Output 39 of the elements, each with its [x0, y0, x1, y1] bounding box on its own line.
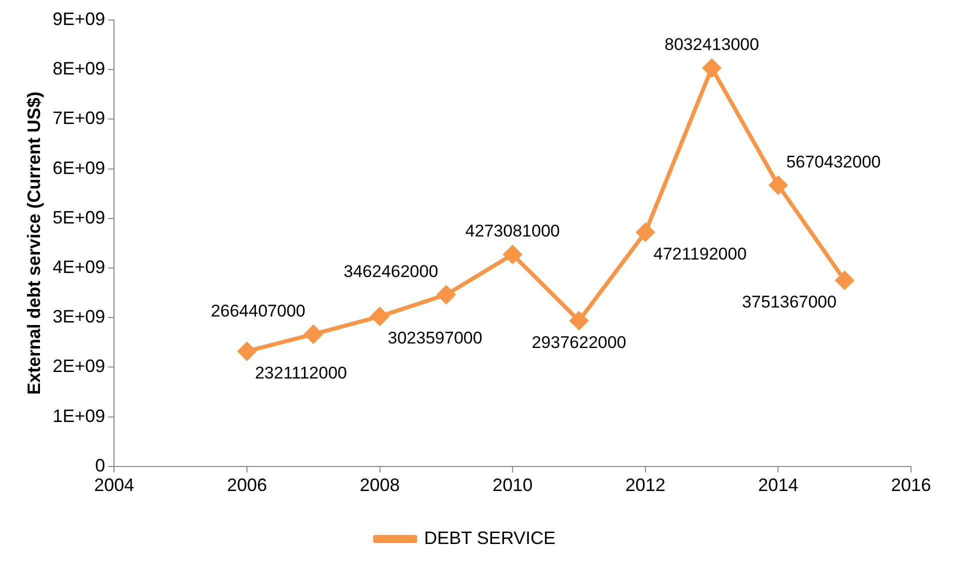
data-label: 4273081000 [465, 222, 560, 241]
data-label: 8032413000 [664, 35, 760, 54]
x-tick-label: 2006 [226, 475, 267, 496]
data-label: 3462462000 [344, 262, 438, 281]
point [836, 271, 854, 290]
y-tick-label: 7E+09 [52, 108, 106, 128]
data-label: 4721192000 [653, 244, 747, 264]
y-tick-label: 3E+09 [52, 306, 106, 327]
x-tick-label: 2008 [360, 475, 400, 496]
y-tick-label: 5E+09 [52, 207, 106, 228]
point [702, 58, 721, 77]
y-tick-label: 1E+09 [52, 406, 106, 426]
x-tick-label: 2010 [492, 475, 533, 496]
point [504, 245, 522, 264]
data-label: 2937622000 [532, 332, 626, 352]
point [769, 176, 788, 194]
y-axis-title: External debt service (Current US$) [24, 92, 44, 395]
legend-label: DEBT SERVICE [424, 528, 556, 548]
x-tick-label: 2004 [94, 475, 134, 496]
data-label: 2664407000 [210, 301, 306, 320]
y-tick-label: 4E+09 [52, 256, 106, 277]
x-tick-label: 2012 [625, 475, 666, 496]
point [370, 307, 389, 326]
point [304, 325, 322, 344]
data-label: 3023597000 [388, 328, 482, 348]
x-tick-label: 2014 [758, 475, 798, 496]
y-tick-label: 9E+09 [52, 8, 106, 29]
y-tick-label: 8E+09 [52, 58, 106, 79]
data-label: 5670432000 [786, 152, 881, 172]
point [437, 286, 456, 304]
point [238, 342, 256, 360]
x-tick-label: 2016 [890, 475, 932, 496]
point [636, 223, 654, 242]
y-tick-label: 2E+09 [52, 356, 106, 376]
data-label: 2321112000 [254, 363, 347, 382]
point [570, 312, 588, 330]
y-tick-label: 6E+09 [52, 158, 106, 178]
data-label: 3751367000 [742, 292, 837, 312]
y-tick-label: 0 [95, 455, 106, 476]
